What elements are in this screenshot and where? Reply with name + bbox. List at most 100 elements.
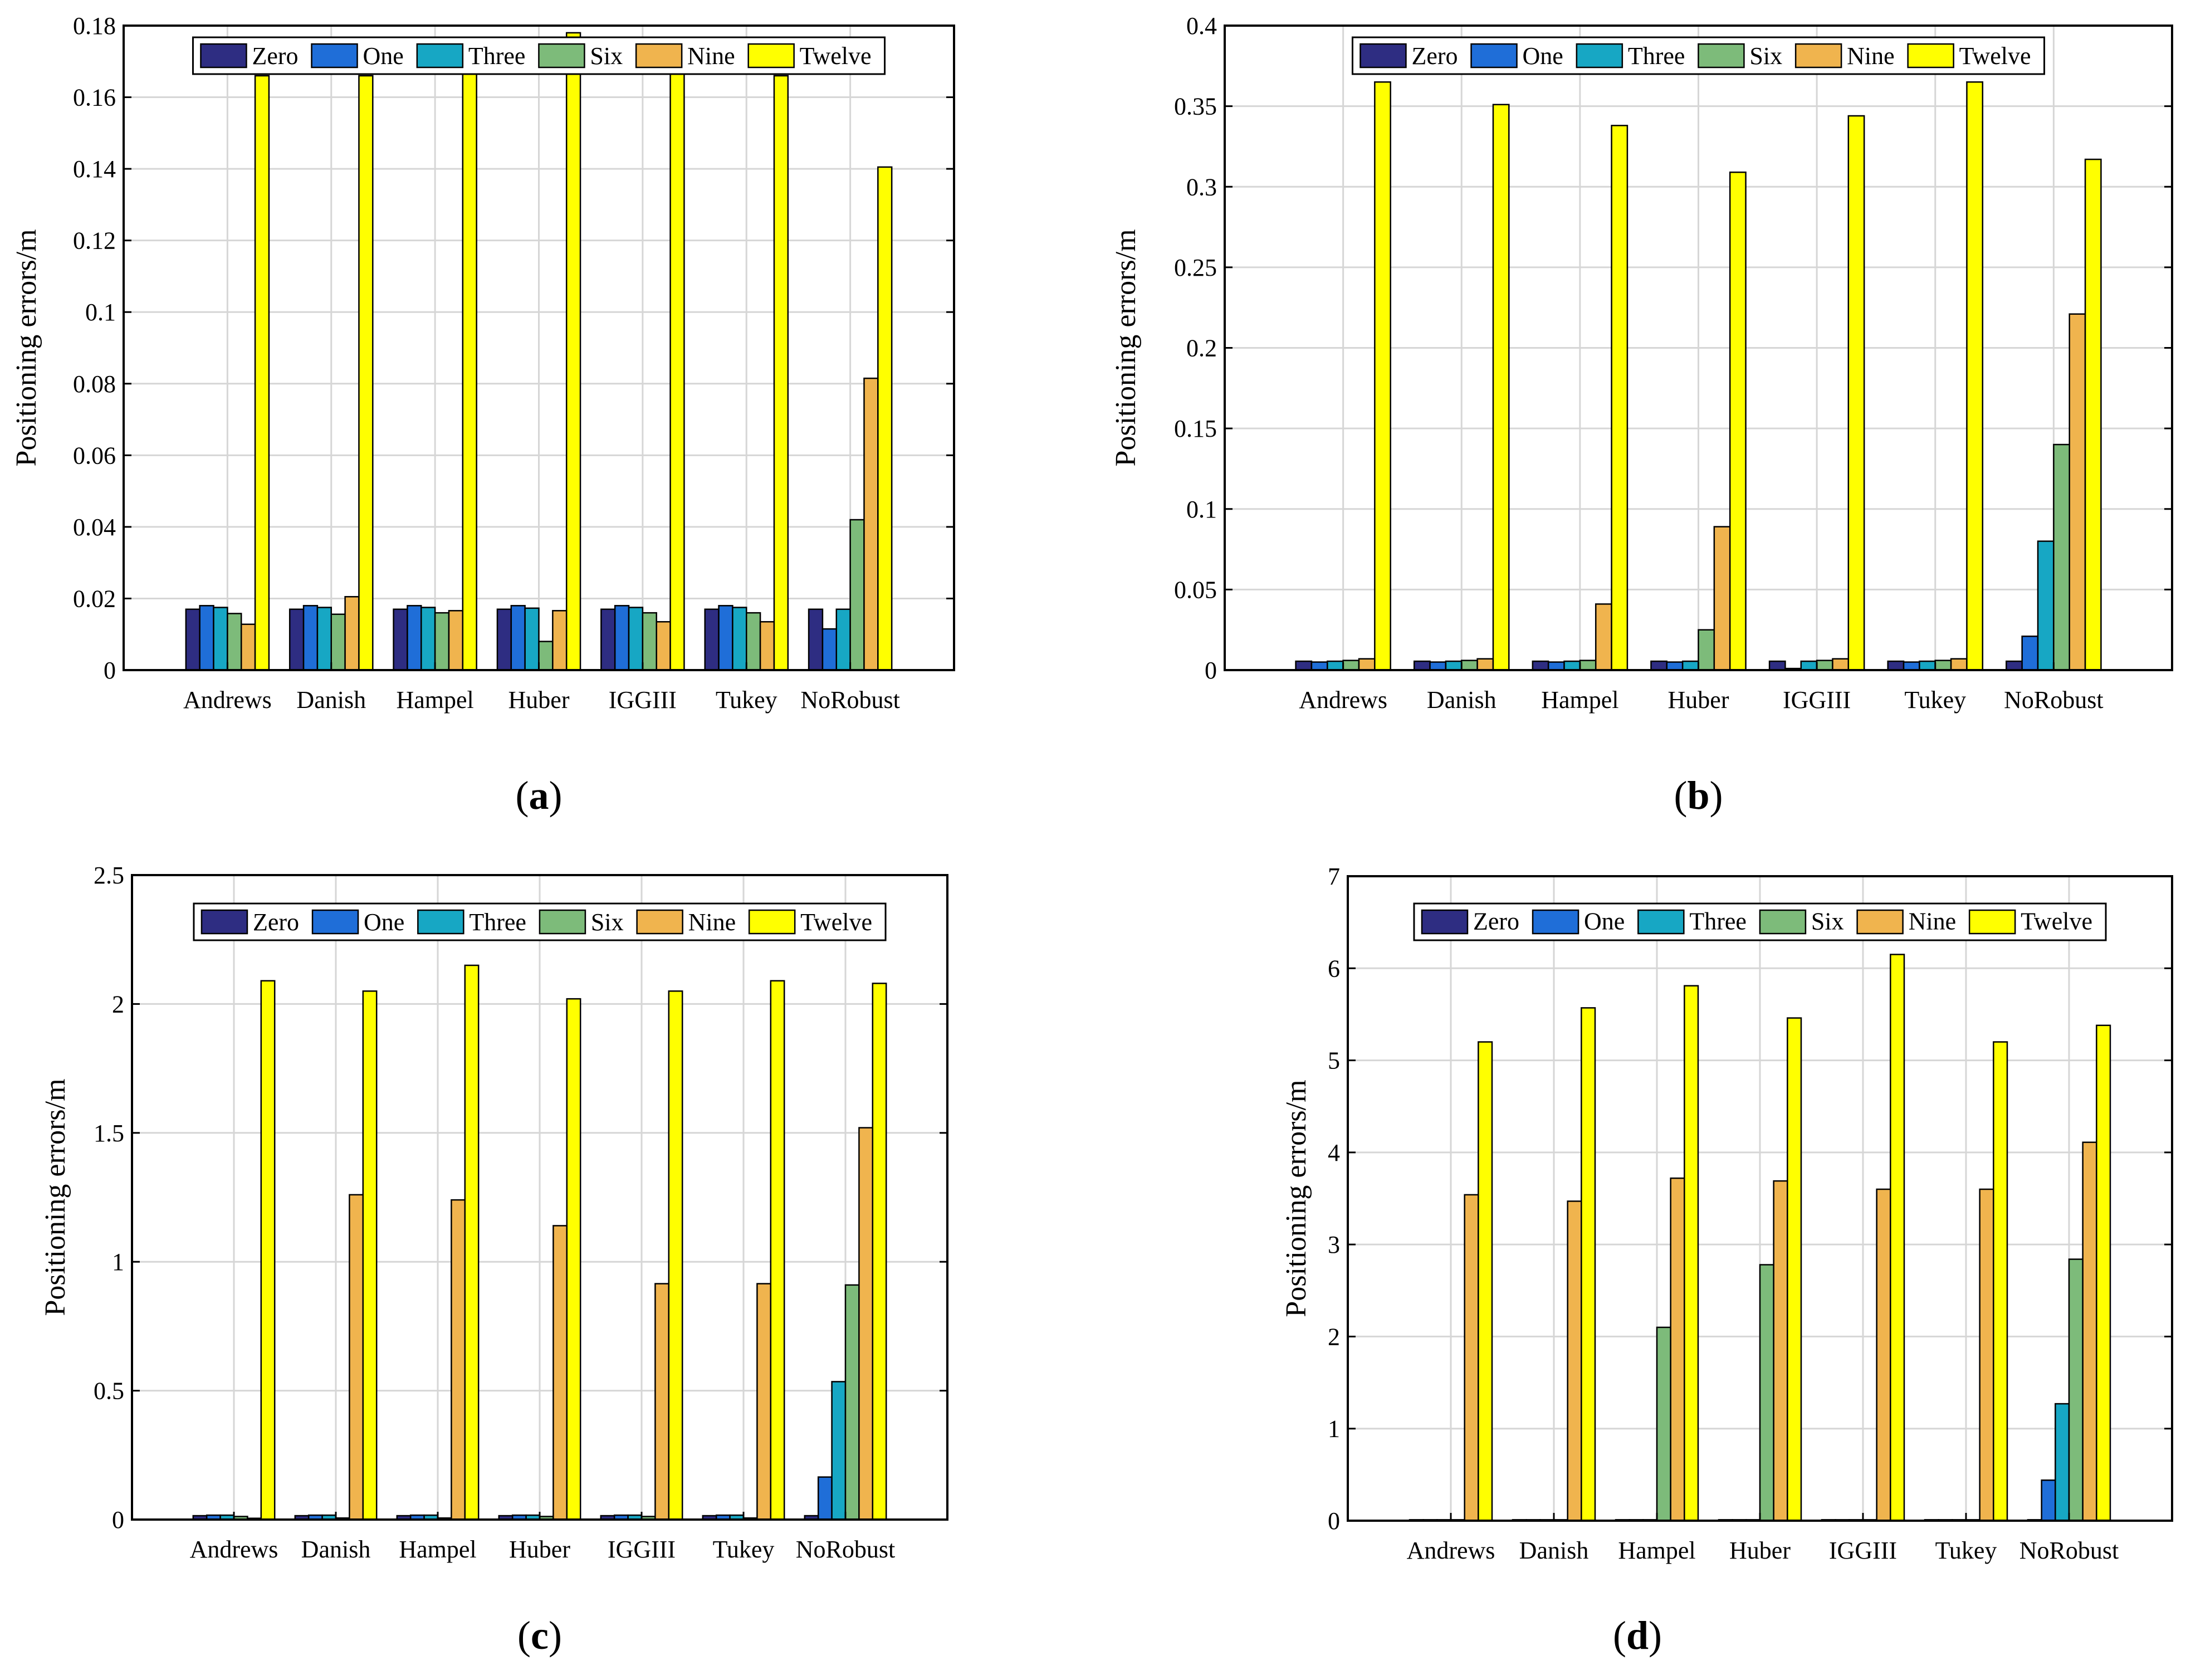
y-tick-label: 2.5: [94, 862, 124, 889]
bar-six-iggiii: [1816, 660, 1833, 671]
bar-six-tukey: [746, 612, 761, 671]
bar-nine-andrews: [1464, 1194, 1479, 1522]
legend-swatch-twelve: [747, 43, 795, 69]
x-tick-label: NoRobust: [2019, 1537, 2119, 1564]
bar-nine-tukey: [756, 1283, 772, 1521]
bars: [185, 32, 893, 671]
bar-six-hampel: [1656, 1326, 1671, 1522]
panel-caption: (b): [1674, 773, 1723, 818]
bar-twelve-danish: [358, 75, 374, 671]
bar-zero-andrews: [185, 608, 200, 671]
legend-label-twelve: Twelve: [1959, 42, 2031, 70]
legend-label-nine: Nine: [687, 42, 735, 70]
x-tick-label: Tukey: [716, 686, 777, 714]
bar-nine-huber: [552, 610, 568, 671]
bar-twelve-hampel: [464, 964, 480, 1521]
legend-label-twelve: Twelve: [2021, 908, 2092, 935]
bar-six-norobust: [849, 519, 865, 671]
x-tick-label: Huber: [508, 686, 570, 714]
legend-label-one: One: [1523, 42, 1563, 70]
legend-label-twelve: Twelve: [800, 42, 872, 70]
legend-swatch-one: [311, 909, 359, 935]
legend-swatch-nine: [636, 909, 683, 935]
bar-zero-iggiii: [1768, 660, 1786, 671]
x-tick-label: Tukey: [1904, 686, 1966, 714]
y-axis: 0 0.02 0.04 0.06 0.08 0.1 0.12 0.14 0.16 0.18: [73, 12, 954, 684]
bar-twelve-tukey: [770, 980, 785, 1521]
chart-d-svg: 0 1 2 3 4 5 6 7 Andrews Danish Hampel Huber IGGIII Tu…: [1280, 863, 2173, 1658]
panel-caption: (a): [516, 773, 563, 818]
y-tick-label: 0.15: [1174, 415, 1217, 442]
x-axis: Andrews Danish Hampel Huber IGGIII Tukey NoRob…: [1299, 662, 2104, 714]
bar-nine-hampel: [448, 610, 464, 671]
legend-label-twelve: Twelve: [800, 909, 872, 936]
bar-nine-norobust: [2082, 1141, 2097, 1522]
bar-three-norobust: [2037, 540, 2055, 671]
legend-label-zero: Zero: [1473, 908, 1519, 935]
bar-zero-danish: [1413, 660, 1431, 671]
y-tick-label: 0.2: [1186, 335, 1217, 362]
chart-panel-c: 0 0.5 1 1.5 2 2.5 Andrews Danish Hampel Huber IGGI…: [0, 840, 1093, 1680]
x-tick-label: NoRobust: [2004, 686, 2103, 714]
bar-zero-iggiii: [600, 608, 616, 671]
bar-six-danish: [1461, 660, 1478, 671]
legend-label-nine: Nine: [1909, 908, 1957, 935]
bars: [1409, 954, 2111, 1522]
legend-label-one: One: [363, 42, 404, 70]
panel-caption: (d): [1613, 1613, 1662, 1658]
bar-three-iggiii: [1800, 660, 1818, 671]
x-tick-label: Andrews: [1407, 1537, 1495, 1564]
x-tick-label: Hampel: [1541, 686, 1618, 714]
legend-label-zero: Zero: [1411, 42, 1458, 70]
y-tick-label: 0.02: [73, 585, 116, 612]
x-tick-label: Huber: [1668, 686, 1729, 714]
bar-three-norobust: [831, 1381, 847, 1521]
legend-swatch-six: [1759, 909, 1807, 935]
y-tick-label: 5: [1328, 1047, 1340, 1075]
legend-label-three: Three: [468, 42, 526, 70]
bar-twelve-norobust: [2096, 1024, 2111, 1522]
bar-nine-andrews: [1358, 658, 1376, 671]
bar-six-hampel: [1579, 660, 1597, 671]
legend-swatch-three: [416, 43, 464, 69]
bar-nine-iggiii: [654, 1283, 670, 1521]
x-tick-label: Tukey: [1935, 1537, 1997, 1564]
bar-twelve-tukey: [1993, 1041, 2008, 1522]
bar-zero-tukey: [1887, 660, 1905, 671]
bar-six-norobust: [2053, 443, 2070, 671]
bar-three-tukey: [1919, 660, 1936, 671]
y-tick-label: 0.5: [94, 1378, 124, 1405]
x-tick-label: IGGIII: [608, 1536, 676, 1563]
panel-caption: (c): [517, 1613, 562, 1658]
bar-six-hampel: [434, 612, 450, 671]
bar-twelve-norobust: [2084, 158, 2102, 671]
chart-panel-a: 0 0.02 0.04 0.06 0.08 0.1 0.12 0.14 0.16 0.18 Andr…: [0, 0, 1093, 840]
bar-nine-hampel: [1670, 1177, 1685, 1522]
y-tick-label: 0: [1205, 657, 1217, 684]
y-tick-label: 0.1: [85, 299, 116, 326]
legend-swatch-three: [1576, 43, 1623, 69]
legend-label-one: One: [364, 909, 404, 936]
bar-twelve-hampel: [462, 48, 477, 671]
bar-six-andrews: [1342, 660, 1360, 671]
bar-one-danish: [302, 605, 319, 671]
x-tick-label: Danish: [296, 686, 366, 714]
legend-label-six: Six: [591, 909, 624, 936]
bar-twelve-iggiii: [668, 990, 683, 1521]
legend-swatch-six: [1698, 43, 1745, 69]
x-tick-label: Danish: [1519, 1537, 1589, 1564]
bar-six-andrews: [227, 613, 242, 671]
bar-one-hampel: [407, 605, 422, 671]
bar-nine-tukey: [1950, 658, 1968, 671]
legend-swatch-six: [538, 43, 585, 69]
bar-one-tukey: [1903, 661, 1920, 671]
legend-swatch-zero: [200, 43, 247, 69]
bars: [192, 964, 887, 1521]
bar-six-huber: [1698, 629, 1715, 671]
bar-twelve-tukey: [1966, 81, 1984, 671]
bar-twelve-danish: [1581, 1007, 1596, 1522]
bar-six-iggiii: [642, 612, 657, 671]
x-tick-label: NoRobust: [800, 686, 899, 714]
x-tick-label: IGGIII: [1783, 686, 1851, 714]
chart-panel-b: 0 0.05 0.1 0.15 0.2 0.25 0.3 0.35 0.4 Andrews Dani…: [1093, 0, 2185, 840]
